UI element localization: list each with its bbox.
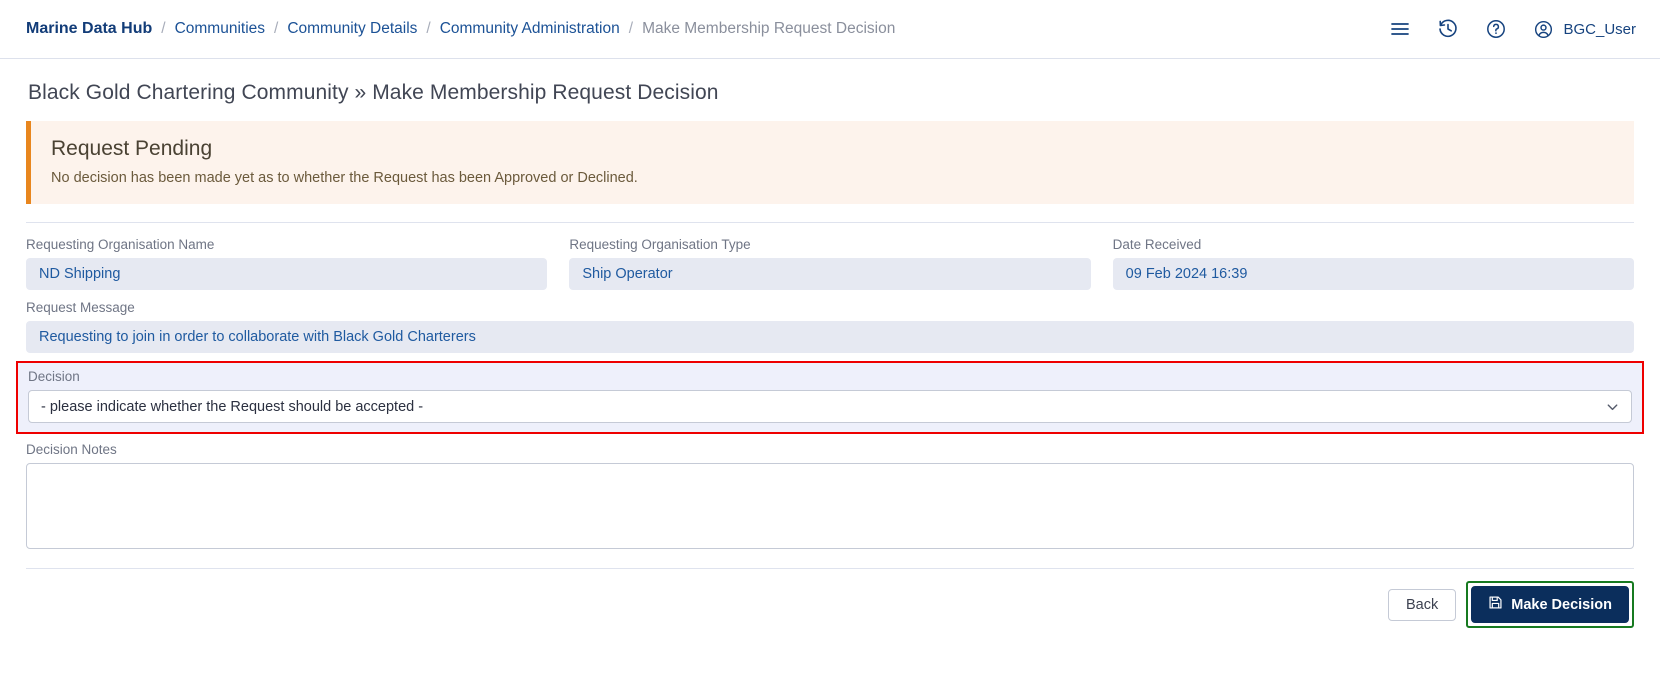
alert-title: Request Pending bbox=[51, 137, 213, 160]
field-decision-notes: Decision Notes bbox=[26, 442, 1634, 554]
breadcrumb-item-communities[interactable]: Communities bbox=[174, 20, 266, 37]
breadcrumb-separator: / bbox=[161, 20, 166, 37]
field-label-org-name: Requesting Organisation Name bbox=[26, 237, 215, 252]
breadcrumb-separator: / bbox=[426, 20, 431, 37]
org-details-row: Requesting Organisation Name ND Shipping… bbox=[26, 237, 1634, 290]
section-divider bbox=[26, 222, 1634, 223]
decision-select[interactable]: - please indicate whether the Request sh… bbox=[28, 390, 1632, 423]
field-label-decision: Decision bbox=[28, 369, 80, 384]
org-name-value: ND Shipping bbox=[26, 258, 548, 290]
field-request-message: Request Message Requesting to join in or… bbox=[26, 300, 1634, 353]
save-icon bbox=[1488, 595, 1503, 614]
breadcrumb-item-community-administration[interactable]: Community Administration bbox=[439, 20, 620, 37]
top-bar-actions: BGC_User bbox=[1389, 18, 1636, 40]
top-bar: Marine Data Hub / Communities / Communit… bbox=[0, 0, 1660, 59]
menu-icon[interactable] bbox=[1389, 18, 1411, 40]
breadcrumb-item-current: Make Membership Request Decision bbox=[642, 20, 896, 37]
chevron-down-icon bbox=[1605, 399, 1620, 414]
breadcrumb-brand[interactable]: Marine Data Hub bbox=[26, 20, 153, 37]
decision-select-value: - please indicate whether the Request sh… bbox=[41, 398, 424, 415]
breadcrumb: Marine Data Hub / Communities / Communit… bbox=[26, 20, 895, 38]
alert-text: No decision has been made yet as to whet… bbox=[51, 170, 638, 186]
user-avatar-icon bbox=[1533, 19, 1554, 40]
form-actions: Back Make Decision bbox=[26, 568, 1634, 628]
field-label-date-received: Date Received bbox=[1112, 237, 1202, 252]
user-name-label: BGC_User bbox=[1563, 20, 1636, 38]
page-title: Black Gold Chartering Community » Make M… bbox=[28, 81, 719, 104]
request-message-value: Requesting to join in order to collabora… bbox=[26, 321, 1634, 353]
make-decision-highlight-box: Make Decision bbox=[1466, 581, 1634, 628]
field-label-decision-notes: Decision Notes bbox=[26, 442, 117, 457]
user-menu[interactable]: BGC_User bbox=[1533, 19, 1636, 40]
decision-highlight-box: Decision - please indicate whether the R… bbox=[16, 361, 1644, 434]
make-decision-button[interactable]: Make Decision bbox=[1471, 586, 1629, 623]
field-date-received: Date Received 09 Feb 2024 16:39 bbox=[1112, 237, 1634, 290]
back-button[interactable]: Back bbox=[1388, 588, 1457, 621]
help-icon[interactable] bbox=[1485, 18, 1507, 40]
breadcrumb-separator: / bbox=[628, 20, 634, 37]
org-type-value: Ship Operator bbox=[569, 258, 1091, 290]
field-label-request-message: Request Message bbox=[26, 300, 135, 315]
field-label-org-type: Requesting Organisation Type bbox=[569, 237, 751, 252]
history-icon[interactable] bbox=[1437, 18, 1459, 40]
breadcrumb-item-community-details[interactable]: Community Details bbox=[287, 20, 418, 37]
make-decision-label: Make Decision bbox=[1511, 596, 1612, 613]
date-received-value: 09 Feb 2024 16:39 bbox=[1112, 258, 1634, 290]
request-pending-alert: Request Pending No decision has been mad… bbox=[26, 121, 1634, 204]
field-org-type: Requesting Organisation Type Ship Operat… bbox=[569, 237, 1091, 290]
breadcrumb-separator: / bbox=[274, 20, 279, 37]
field-org-name: Requesting Organisation Name ND Shipping bbox=[26, 237, 548, 290]
decision-notes-input[interactable] bbox=[26, 463, 1634, 549]
page-content: Black Gold Chartering Community » Make M… bbox=[0, 59, 1660, 628]
